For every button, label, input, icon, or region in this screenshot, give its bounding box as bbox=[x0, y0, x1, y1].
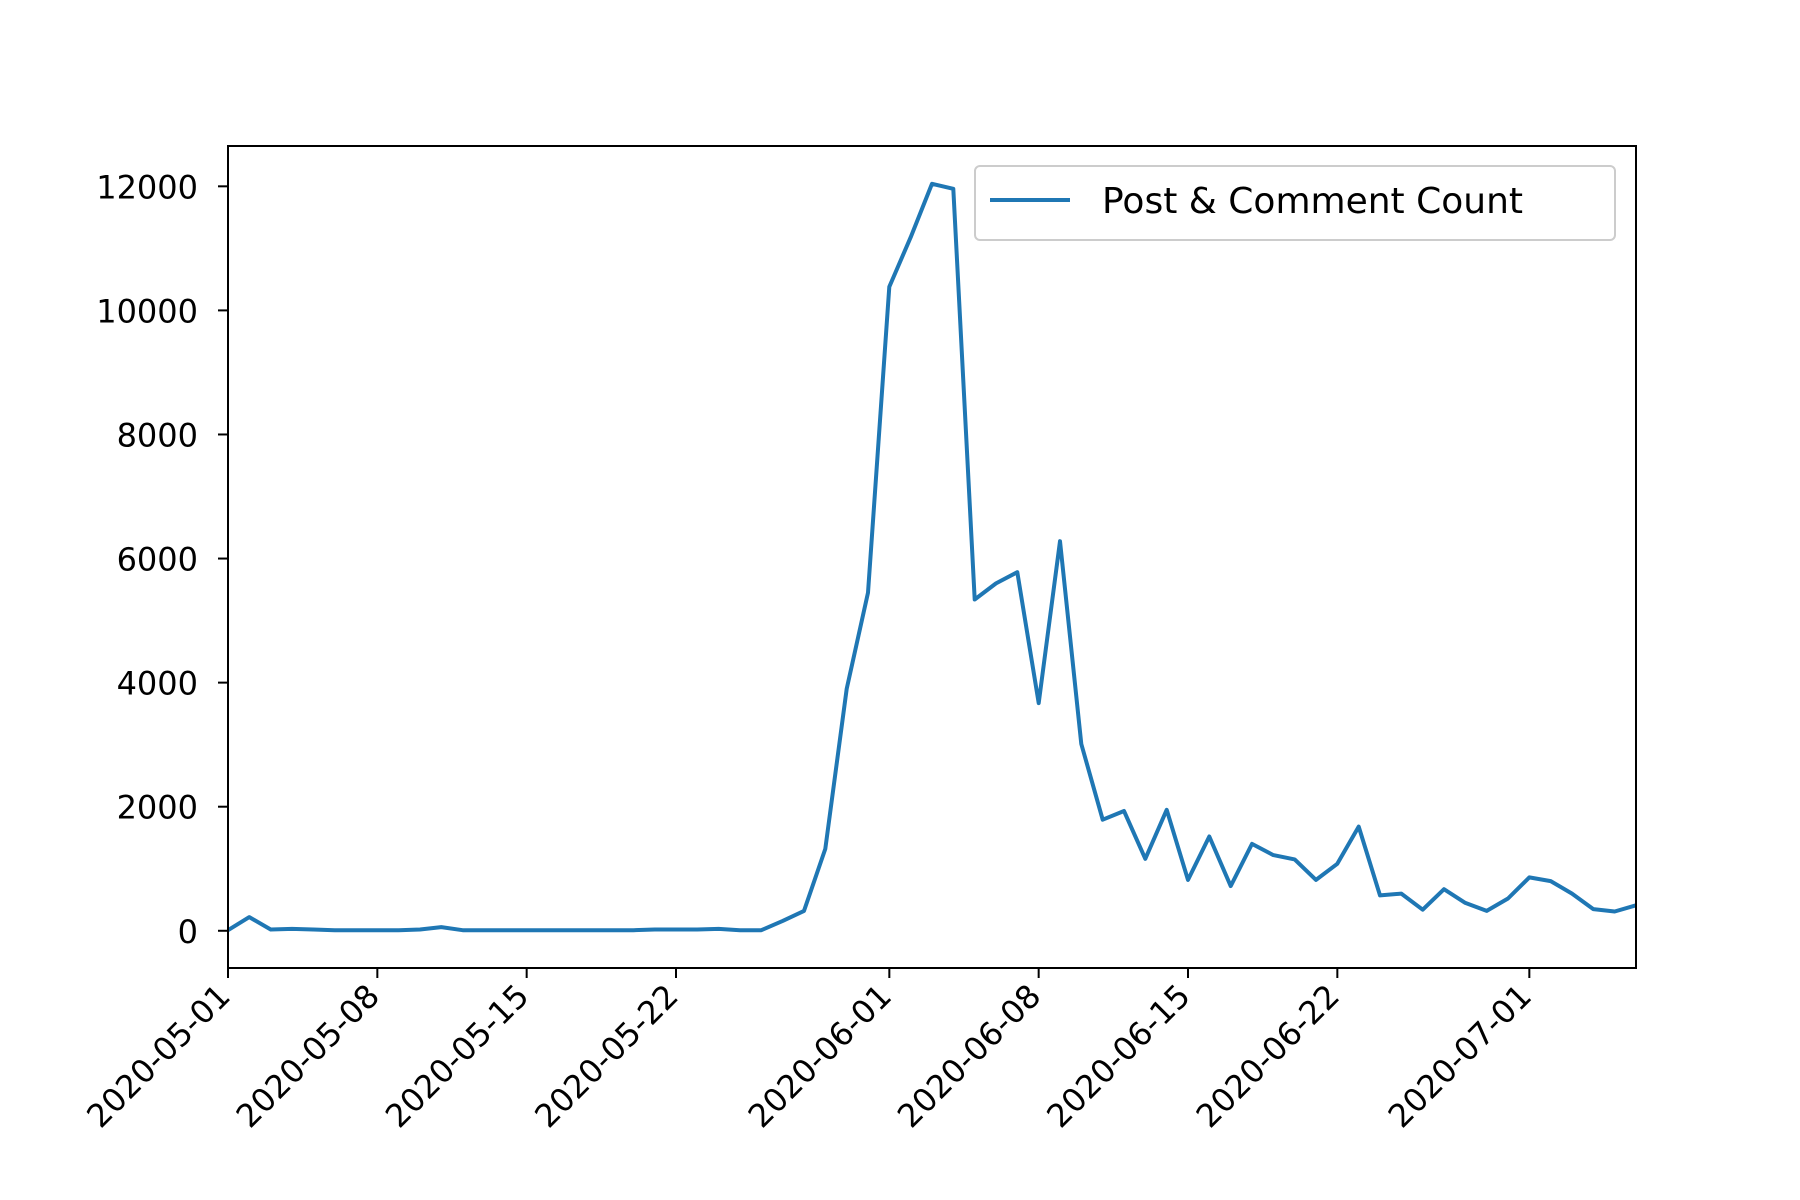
x-axis: 2020-05-012020-05-082020-05-152020-05-22… bbox=[79, 968, 1539, 1135]
y-axis: 0 2000 4000 6000 8000 10000 12000 bbox=[96, 168, 228, 951]
y-tick-label: 4000 bbox=[117, 665, 198, 703]
x-tick-label: 2020-07-01 bbox=[1381, 977, 1539, 1135]
x-tick-label: 2020-06-22 bbox=[1189, 977, 1347, 1135]
axes-frame bbox=[227, 145, 1637, 969]
legend: Post & Comment Count bbox=[974, 165, 1616, 241]
y-tick-label: 6000 bbox=[117, 541, 198, 579]
x-tick-label: 2020-06-08 bbox=[890, 977, 1048, 1135]
legend-label: Post & Comment Count bbox=[1102, 181, 1523, 222]
y-tick-label: 12000 bbox=[96, 168, 198, 206]
series-line-post-comment-count bbox=[226, 181, 1637, 933]
y-tick-label: 2000 bbox=[117, 789, 198, 827]
x-tick-label: 2020-05-15 bbox=[378, 977, 536, 1135]
legend-box bbox=[974, 165, 1616, 241]
plot-area bbox=[226, 181, 1637, 933]
x-tick-label: 2020-05-08 bbox=[229, 977, 387, 1135]
x-tick-label: 2020-06-15 bbox=[1039, 977, 1197, 1135]
y-tick-label: 8000 bbox=[117, 416, 198, 454]
y-tick-label: 10000 bbox=[96, 292, 198, 330]
x-tick-label: 2020-06-01 bbox=[741, 977, 899, 1135]
y-tick-label: 0 bbox=[178, 913, 198, 951]
x-tick-label: 2020-05-22 bbox=[527, 977, 685, 1135]
x-tick-label: 2020-05-01 bbox=[79, 977, 237, 1135]
